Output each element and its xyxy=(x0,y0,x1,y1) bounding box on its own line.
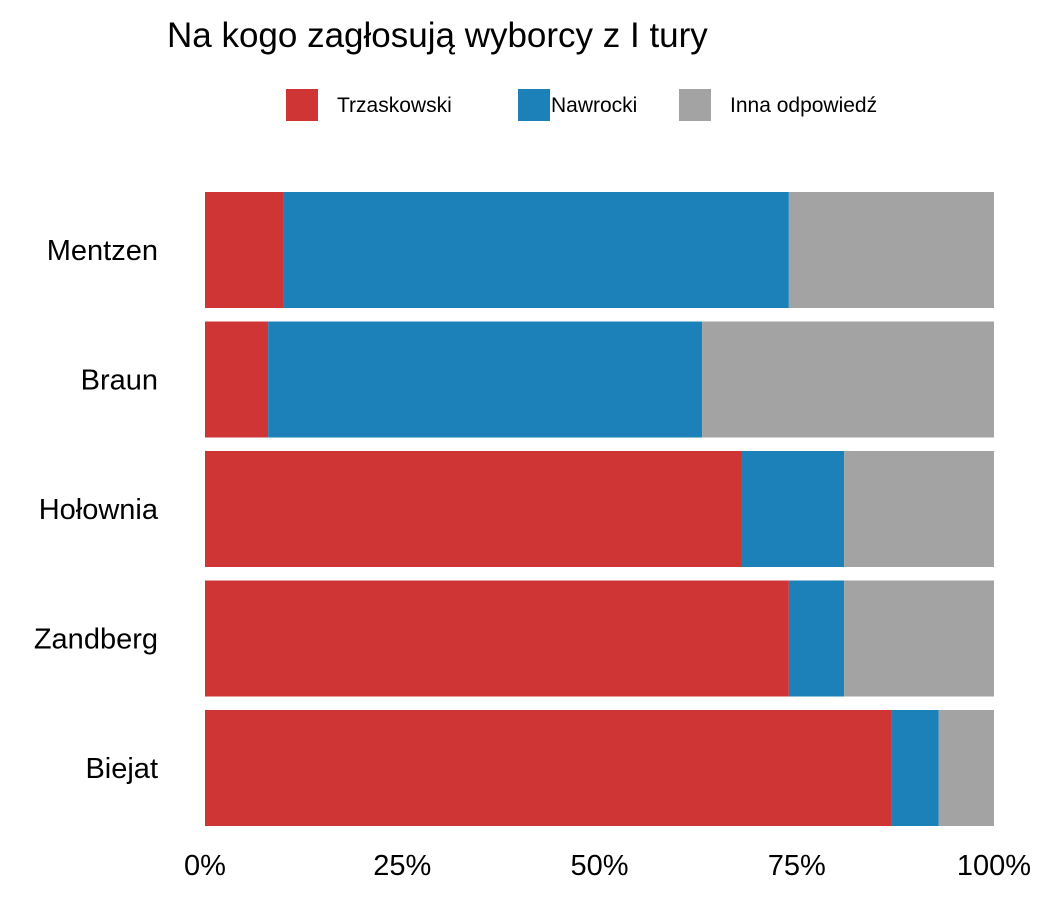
y-axis-label: Zandberg xyxy=(34,624,158,656)
legend-swatch-0 xyxy=(286,89,318,121)
y-axis-label: Braun xyxy=(81,365,158,397)
bar-segment xyxy=(788,192,994,308)
x-tick-label: 100% xyxy=(957,850,1031,882)
bar-segment xyxy=(205,192,284,308)
x-tick-label: 75% xyxy=(768,850,826,882)
legend-swatch-2 xyxy=(679,89,711,121)
bar-segment xyxy=(205,710,892,826)
legend: Trzaskowski Nawrocki Inna odpowiedź xyxy=(286,89,877,121)
bar-segment xyxy=(844,451,994,567)
x-tick-label: 50% xyxy=(570,850,628,882)
legend-label: Trzaskowski xyxy=(337,94,452,117)
legend-label: Nawrocki xyxy=(551,94,637,117)
y-axis-label: Hołownia xyxy=(39,494,159,526)
bar-segment xyxy=(938,710,994,826)
bar-segment xyxy=(268,321,703,438)
x-tick-label: 0% xyxy=(184,850,226,882)
bar-segment xyxy=(702,321,994,438)
bar-segment xyxy=(205,451,742,567)
legend-swatch-1 xyxy=(518,89,550,121)
y-axis-labels: Mentzen Braun Hołownia Zandberg Biejat xyxy=(34,235,159,785)
bar-segment xyxy=(788,580,845,697)
chart-title: Na kogo zagłosują wyborcy z I tury xyxy=(167,16,708,55)
bar-segment xyxy=(844,580,994,697)
x-tick-label: 25% xyxy=(373,850,431,882)
legend-label: Inna odpowiedź xyxy=(730,94,877,117)
x-axis-ticks: 0% 25% 50% 75% 100% xyxy=(184,850,1031,882)
y-axis-label: Mentzen xyxy=(47,235,158,267)
bar-segment xyxy=(741,451,845,567)
bar-segment xyxy=(205,321,269,438)
bar-segment xyxy=(205,580,789,697)
bars xyxy=(205,192,994,826)
y-axis-label: Biejat xyxy=(85,753,158,785)
bar-segment xyxy=(891,710,939,826)
bar-segment xyxy=(283,192,789,308)
